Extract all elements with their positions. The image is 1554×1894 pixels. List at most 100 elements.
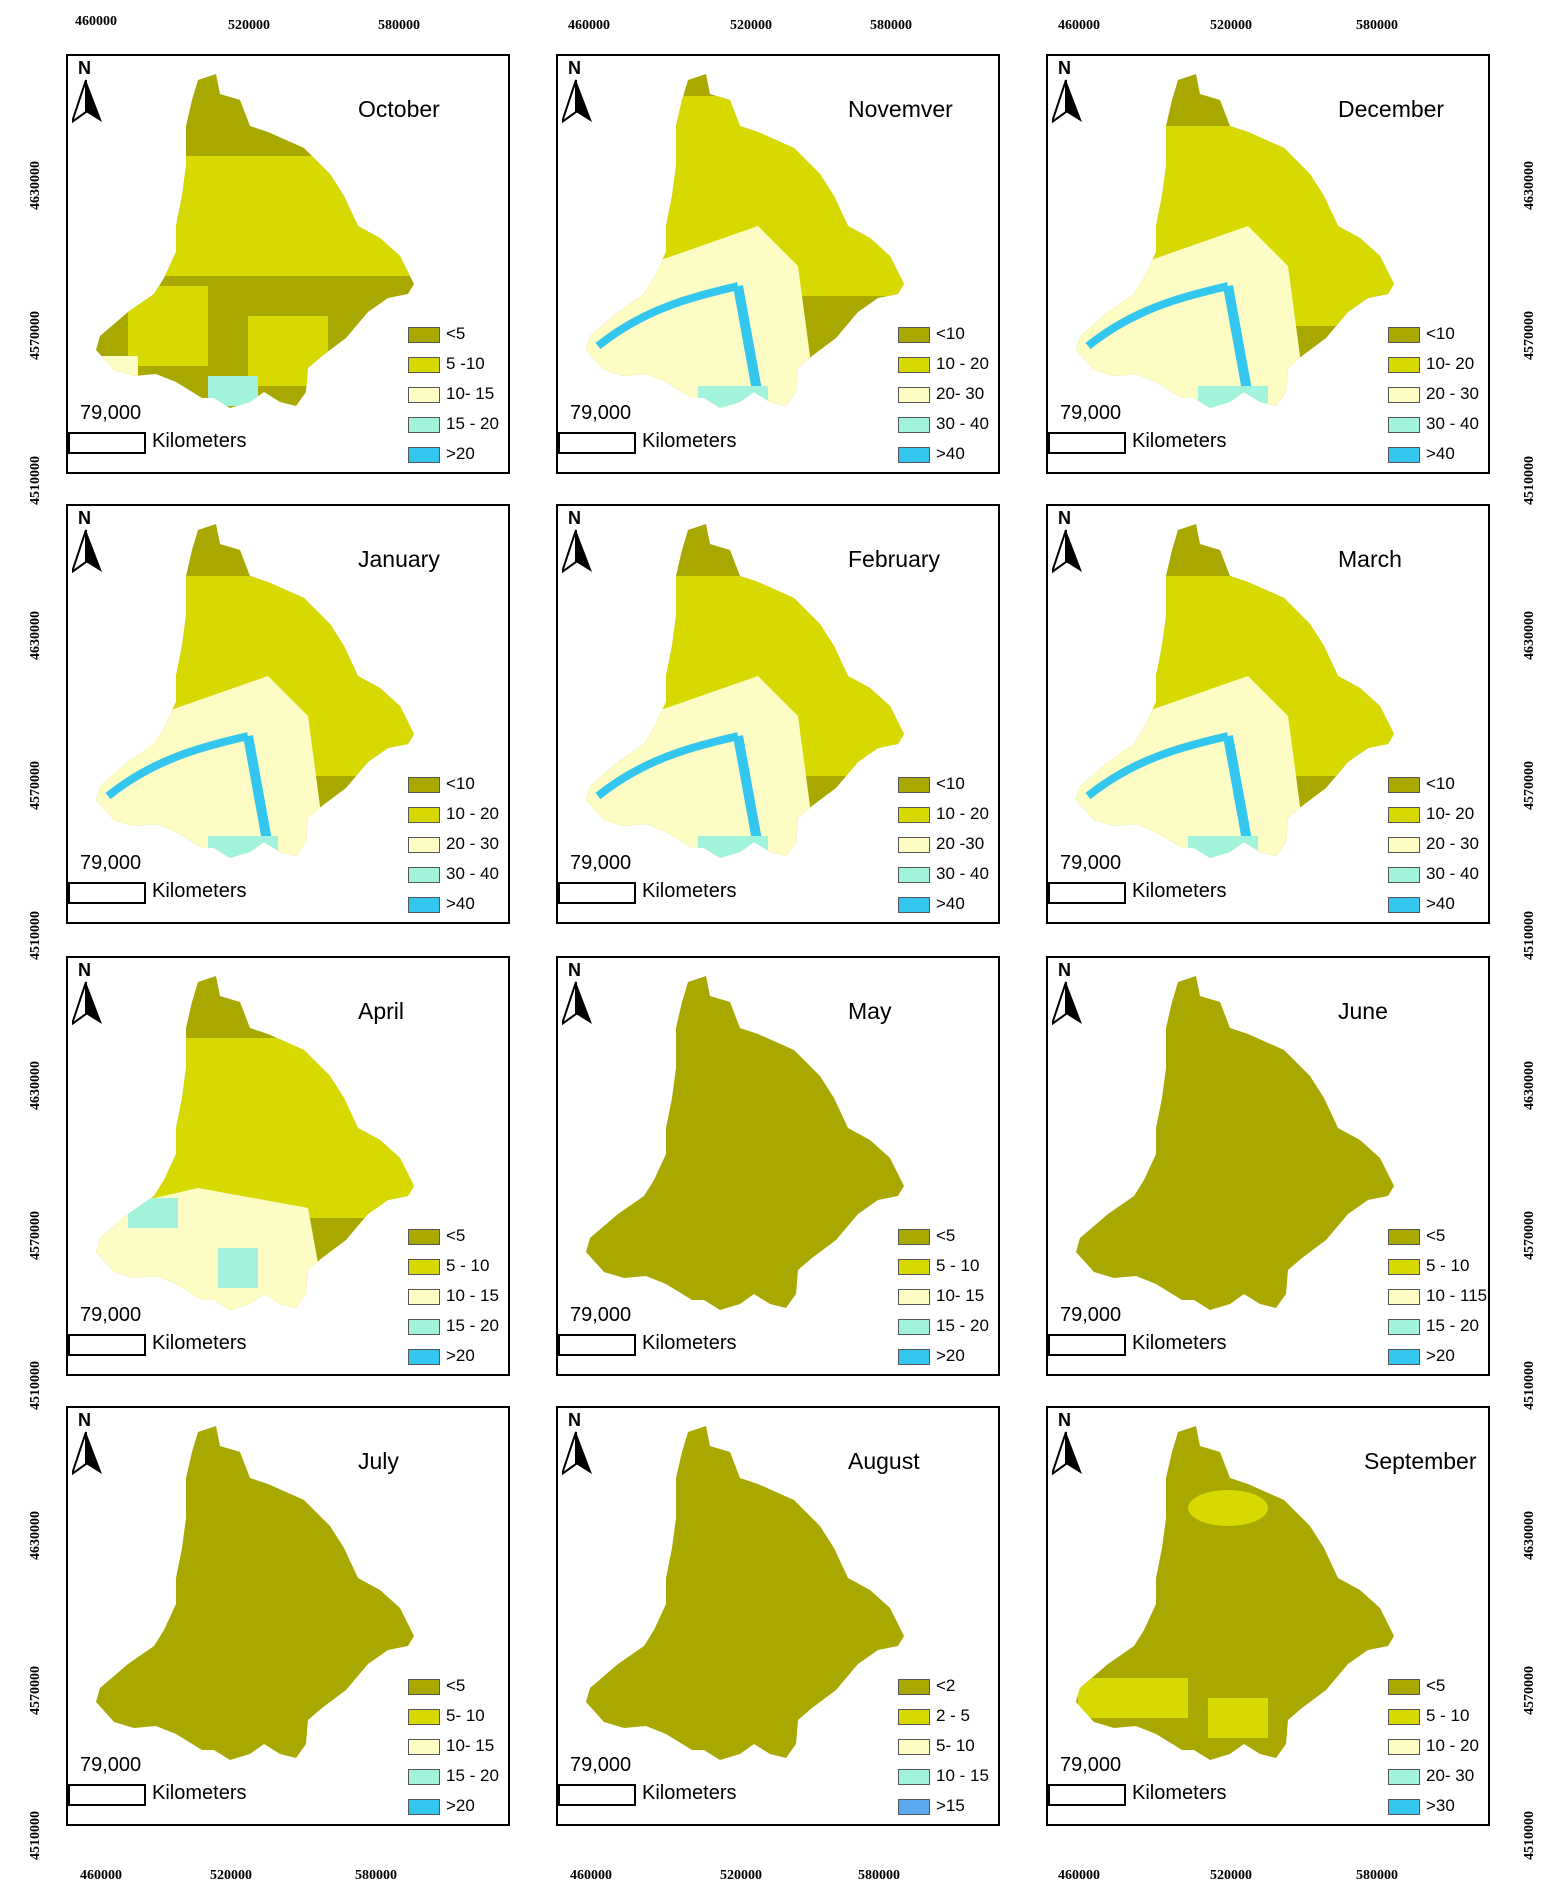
legend-item: <10 bbox=[1388, 774, 1455, 794]
north-label: N bbox=[568, 960, 581, 980]
scale-value: 79,000 bbox=[570, 402, 632, 424]
map-panel-march: N March <10 10- 20 20 - 30 30 - 40 >40 79,000 K… bbox=[1046, 504, 1490, 924]
x-tick-label: 460000 bbox=[570, 1868, 612, 1883]
month-title: July bbox=[358, 1448, 399, 1474]
scale-unit: Kilometers bbox=[1132, 1332, 1227, 1354]
basin-map bbox=[96, 976, 414, 1310]
north-arrow-icon: N bbox=[560, 960, 602, 1030]
legend-label: 10 - 15 bbox=[446, 1286, 499, 1305]
legend-label: >20 bbox=[1426, 1346, 1455, 1365]
legend-label: 5- 10 bbox=[936, 1736, 975, 1755]
x-tick-label: 580000 bbox=[858, 1868, 900, 1883]
legend-swatch bbox=[898, 1708, 930, 1725]
legend-swatch bbox=[1388, 416, 1420, 433]
north-arrow-icon: N bbox=[560, 58, 602, 128]
scale-bar bbox=[1048, 432, 1126, 454]
legend-label: 10- 15 bbox=[936, 1286, 985, 1305]
legend-label: 20 -30 bbox=[936, 834, 985, 853]
legend-swatch bbox=[408, 1738, 440, 1755]
y-tick-label: 4570000 bbox=[1522, 311, 1537, 360]
legend-swatch bbox=[1388, 866, 1420, 883]
x-tick-label: 580000 bbox=[870, 18, 912, 33]
legend-swatch bbox=[408, 1318, 440, 1335]
legend-item: 10 - 20 bbox=[408, 804, 499, 824]
scale-unit: Kilometers bbox=[642, 880, 737, 902]
scale-value: 79,000 bbox=[80, 402, 142, 424]
legend-label: 5 -10 bbox=[446, 354, 485, 373]
legend-swatch bbox=[1388, 836, 1420, 853]
legend-item: 5 - 10 bbox=[1388, 1706, 1469, 1726]
legend-swatch bbox=[408, 446, 440, 463]
basin-map bbox=[1076, 524, 1394, 858]
north-arrow-icon: N bbox=[1050, 1410, 1092, 1480]
legend-item: 30 - 40 bbox=[898, 864, 989, 884]
legend-item: 30 - 40 bbox=[1388, 864, 1479, 884]
legend-item: >30 bbox=[1388, 1796, 1455, 1816]
north-label: N bbox=[568, 58, 581, 78]
scale-bar bbox=[558, 1334, 636, 1356]
map-panel-may: N May <5 5 - 10 10- 15 15 - 20 >20 79,000 Kilom… bbox=[556, 956, 1000, 1376]
legend-swatch bbox=[1388, 1738, 1420, 1755]
legend-item: 5 -10 bbox=[408, 354, 485, 374]
map-panel-april: N April <5 5 - 10 10 - 15 15 - 20 >20 79,000 Ki… bbox=[66, 956, 510, 1376]
legend-item: 20 - 30 bbox=[1388, 834, 1479, 854]
legend-swatch bbox=[408, 326, 440, 343]
legend-swatch bbox=[408, 356, 440, 373]
y-tick-label: 4630000 bbox=[1522, 1511, 1537, 1560]
x-tick-label: 520000 bbox=[1210, 1868, 1252, 1883]
legend-item: 10- 15 bbox=[408, 384, 494, 404]
legend-item: 10 - 20 bbox=[898, 354, 989, 374]
legend-label: 15 - 20 bbox=[446, 1316, 499, 1335]
legend-item: <10 bbox=[1388, 324, 1455, 344]
legend-label: 5 - 10 bbox=[446, 1256, 490, 1275]
legend-item: >20 bbox=[408, 1346, 475, 1366]
y-tick-label: 4570000 bbox=[28, 1666, 43, 1715]
y-tick-label: 4510000 bbox=[28, 911, 43, 960]
scale-bar bbox=[68, 1784, 146, 1806]
legend-label: >20 bbox=[446, 1796, 475, 1815]
north-label: N bbox=[78, 508, 91, 528]
y-tick-label: 4570000 bbox=[1522, 1666, 1537, 1715]
scale-value: 79,000 bbox=[570, 1754, 632, 1776]
legend-label: 10- 20 bbox=[1426, 354, 1475, 373]
basin-map bbox=[96, 74, 414, 408]
month-title: December bbox=[1338, 96, 1445, 122]
legend-label: 10- 15 bbox=[446, 1736, 495, 1755]
scale-value: 79,000 bbox=[1060, 402, 1122, 424]
legend-label: <5 bbox=[446, 1676, 466, 1695]
legend-label: 5- 10 bbox=[446, 1706, 485, 1725]
north-arrow-icon: N bbox=[560, 508, 602, 578]
map-panel-january: N January <10 10 - 20 20 - 30 30 - 40 >40 79,0… bbox=[66, 504, 510, 924]
legend-swatch bbox=[1388, 896, 1420, 913]
legend-label: <5 bbox=[1426, 1226, 1446, 1245]
legend-swatch bbox=[408, 1258, 440, 1275]
scale-bar bbox=[558, 882, 636, 904]
map-panel-july: N July <5 5- 10 10- 15 15 - 20 >20 79,000 Kilom… bbox=[66, 1406, 510, 1826]
legend-label: 10 - 20 bbox=[1426, 1736, 1479, 1755]
legend-item: 5- 10 bbox=[408, 1706, 485, 1726]
legend-label: 5 - 10 bbox=[1426, 1256, 1470, 1275]
legend-label: 2 - 5 bbox=[936, 1706, 971, 1725]
scale-bar bbox=[1048, 1784, 1126, 1806]
month-title: October bbox=[358, 96, 440, 122]
legend-label: 30 - 40 bbox=[1426, 414, 1479, 433]
legend-item: 20 -30 bbox=[898, 834, 984, 854]
legend-label: 10- 20 bbox=[1426, 804, 1475, 823]
y-tick-label: 4510000 bbox=[1522, 456, 1537, 505]
scale-bar bbox=[68, 882, 146, 904]
legend-item: 10 - 15 bbox=[408, 1286, 499, 1306]
north-label: N bbox=[568, 1410, 581, 1430]
north-label: N bbox=[1058, 1410, 1071, 1430]
legend-label: 15 - 20 bbox=[446, 414, 499, 433]
legend-swatch bbox=[408, 1288, 440, 1305]
legend-item: 15 - 20 bbox=[408, 414, 499, 434]
legend-swatch bbox=[898, 1678, 930, 1695]
legend-swatch bbox=[898, 866, 930, 883]
legend-swatch bbox=[408, 1678, 440, 1695]
legend-swatch bbox=[898, 1318, 930, 1335]
legend-item: 20- 30 bbox=[1388, 1766, 1474, 1786]
map-panel-june: N June <5 5 - 10 10 - 115 15 - 20 >20 79,000 Ki… bbox=[1046, 956, 1490, 1376]
month-title: August bbox=[848, 1448, 920, 1474]
legend-swatch bbox=[408, 776, 440, 793]
scale-unit: Kilometers bbox=[152, 1332, 247, 1354]
